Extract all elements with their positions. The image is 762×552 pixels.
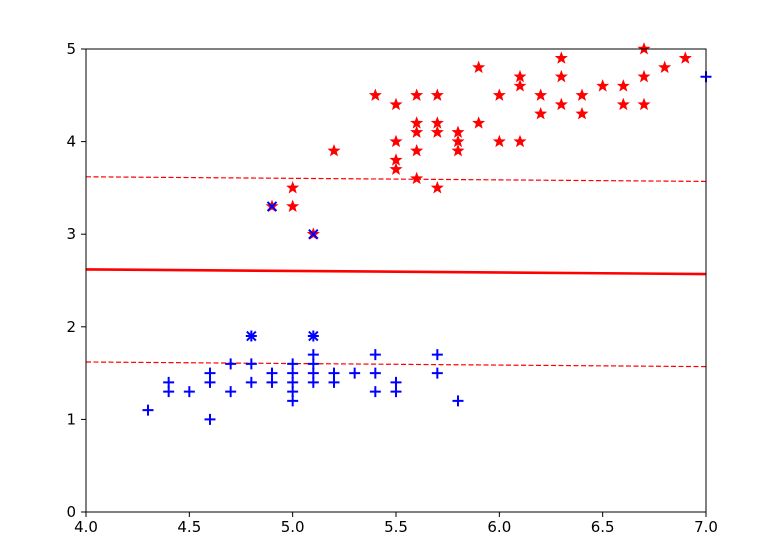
x-tick-label: 6.0	[487, 518, 511, 536]
points-layer	[142, 42, 712, 425]
star-point	[575, 106, 589, 120]
plus-point	[307, 358, 319, 370]
lines-layer	[86, 176, 706, 368]
star-point	[430, 88, 444, 101]
plus-point	[287, 386, 299, 398]
x-tick-label: 4.0	[74, 518, 98, 536]
support-vector-point	[246, 330, 257, 342]
plus-point	[431, 349, 443, 361]
support-vector-point	[308, 228, 319, 240]
plus-point	[328, 376, 340, 388]
plus-point	[266, 367, 278, 379]
x-axis: 4.0 4.5 5.0 5.5 6.0 6.5 7.0	[74, 512, 718, 536]
star-point	[389, 134, 403, 148]
star-point	[410, 125, 424, 138]
star-point	[410, 171, 424, 185]
star-point	[389, 97, 403, 111]
star-point	[286, 181, 300, 194]
plus-point	[287, 376, 299, 388]
plus-point	[307, 376, 319, 388]
plus-point	[349, 367, 361, 379]
star-point	[554, 69, 568, 83]
star-point	[534, 106, 548, 120]
y-tick-label: 3	[66, 225, 76, 243]
plus-point	[163, 386, 175, 398]
plus-point	[369, 349, 381, 361]
x-tick-label: 5.0	[281, 518, 305, 536]
star-point	[451, 144, 465, 157]
star-point	[472, 60, 486, 74]
support-vector-point	[266, 201, 278, 212]
plus-point	[431, 367, 443, 379]
margin-line	[86, 361, 706, 368]
y-tick-label: 1	[66, 410, 76, 428]
star-point	[513, 79, 527, 92]
star-point	[575, 88, 589, 101]
star-point	[327, 144, 341, 157]
star-point	[596, 79, 610, 92]
star-point	[637, 42, 651, 55]
plus-point	[287, 367, 299, 379]
star-point	[554, 51, 568, 64]
plus-point	[245, 358, 257, 370]
x-tick-label: 7.0	[694, 518, 718, 536]
plus-point	[287, 358, 299, 370]
plus-point	[452, 395, 464, 407]
star-point	[472, 116, 486, 129]
star-point	[534, 88, 548, 101]
star-point	[286, 199, 300, 212]
star-point	[492, 134, 506, 148]
plus-point	[369, 386, 381, 398]
plus-point	[245, 376, 257, 388]
margin-line	[86, 176, 706, 183]
star-point	[658, 60, 672, 74]
star-point	[616, 97, 630, 111]
star-point	[368, 88, 382, 101]
y-tick-label: 4	[66, 133, 76, 151]
plus-point	[142, 404, 154, 416]
star-point	[637, 69, 651, 83]
x-tick-label: 4.5	[177, 518, 201, 536]
star-point	[616, 79, 630, 92]
star-point	[492, 88, 506, 101]
star-point	[637, 97, 651, 111]
plus-point	[225, 358, 237, 370]
plus-point	[307, 349, 319, 361]
y-tick-label: 2	[66, 318, 76, 336]
y-tick-label: 5	[66, 40, 76, 58]
plus-point	[266, 376, 278, 388]
star-point	[389, 162, 403, 175]
plus-point	[328, 367, 340, 379]
plus-point	[225, 386, 237, 398]
plus-point	[204, 367, 216, 379]
plus-point	[287, 395, 299, 407]
plus-point	[183, 386, 195, 398]
y-tick-label: 0	[66, 503, 76, 521]
star-point	[554, 97, 568, 111]
support-vector-point	[308, 330, 319, 342]
plus-point	[390, 386, 402, 398]
star-point	[430, 125, 444, 138]
star-point	[410, 88, 424, 101]
y-axis: 0 1 2 3 4 5	[66, 40, 86, 521]
star-point	[410, 144, 424, 157]
plus-point	[204, 413, 216, 425]
star-point	[430, 181, 444, 194]
plus-point	[390, 376, 402, 388]
x-tick-label: 5.5	[384, 518, 408, 536]
decision-boundary-line	[86, 268, 706, 276]
star-point	[678, 51, 692, 64]
plus-point	[307, 367, 319, 379]
plus-point	[163, 376, 175, 388]
star-point	[513, 134, 527, 148]
plus-point	[369, 367, 381, 379]
plus-point	[204, 376, 216, 388]
x-tick-label: 6.5	[591, 518, 615, 536]
